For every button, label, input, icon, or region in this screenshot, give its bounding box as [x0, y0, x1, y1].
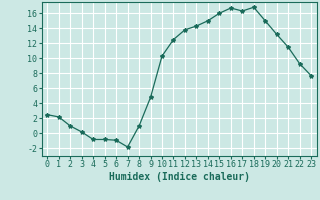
X-axis label: Humidex (Indice chaleur): Humidex (Indice chaleur)	[109, 172, 250, 182]
